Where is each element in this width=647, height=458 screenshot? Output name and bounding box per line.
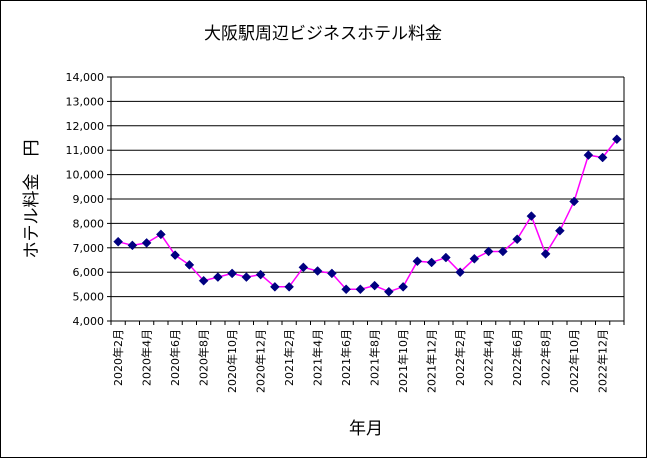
x-tick-label: 2022年10月	[567, 329, 581, 393]
data-point	[469, 253, 480, 264]
data-point	[583, 150, 594, 160]
x-tick-label: 2021年10月	[396, 329, 410, 393]
x-tick-label: 2021年2月	[282, 329, 296, 386]
data-point	[426, 257, 437, 268]
data-point	[255, 269, 266, 280]
x-tick-label: 2021年12月	[425, 329, 439, 393]
y-tick-label: 12,000	[66, 120, 105, 133]
x-tick-label: 2021年6月	[339, 329, 353, 386]
data-point	[284, 281, 294, 292]
data-point	[498, 246, 508, 257]
data-point	[555, 225, 565, 236]
data-point	[241, 272, 252, 282]
data-point	[113, 236, 123, 247]
x-axis-title: 年月	[349, 419, 383, 439]
data-point	[341, 284, 351, 295]
data-point	[198, 275, 209, 286]
data-point	[355, 284, 366, 295]
y-tick-label: 5,000	[73, 291, 105, 304]
data-point	[156, 229, 166, 240]
y-tick-label: 8,000	[73, 217, 105, 230]
y-tick-label: 11,000	[66, 144, 105, 157]
data-point	[569, 196, 579, 207]
data-point	[312, 266, 323, 276]
data-point	[612, 134, 622, 145]
data-point	[455, 267, 465, 278]
data-point	[412, 256, 423, 267]
y-tick-label: 6,000	[73, 266, 105, 279]
data-point	[369, 280, 380, 291]
x-tick-label: 2022年2月	[453, 329, 467, 386]
x-tick-label: 2020年8月	[197, 329, 211, 386]
x-tick-label: 2022年6月	[510, 329, 524, 386]
gridlines	[111, 76, 624, 322]
data-series	[113, 134, 622, 297]
data-point	[227, 268, 237, 279]
data-point	[441, 252, 451, 263]
data-point	[141, 238, 152, 248]
data-point	[127, 240, 138, 251]
x-tick-label: 2020年4月	[140, 329, 154, 386]
x-tick-labels: 2020年2月 2020年4月 2020年6月 2020年8月 2020年10月 2020…	[111, 329, 610, 393]
data-point	[540, 249, 551, 259]
x-tick-label: 2022年8月	[539, 329, 553, 386]
y-tick-labels: 4,000 5,000 6,000 7,000 8,000 9,000 10,000 11,0…	[66, 71, 105, 328]
axes	[107, 76, 625, 325]
data-point	[184, 260, 195, 270]
data-point	[327, 268, 337, 279]
y-axis-title: ホテル料金 円	[22, 140, 42, 259]
x-tick-label: 2020年2月	[111, 329, 125, 386]
data-point	[170, 250, 180, 260]
y-tick-label: 4,000	[73, 315, 105, 328]
x-tick-label: 2020年10月	[225, 329, 239, 393]
x-tick-label: 2021年4月	[311, 329, 325, 386]
y-tick-label: 14,000	[66, 71, 105, 84]
y-tick-label: 13,000	[66, 95, 105, 108]
chart-title: 大阪駅周辺ビジネスホテル料金	[204, 24, 442, 44]
x-tick-label: 2022年12月	[596, 329, 610, 393]
x-tick-label: 2021年8月	[368, 329, 382, 386]
data-point	[298, 262, 309, 273]
x-tick-label: 2020年6月	[168, 329, 182, 386]
series-line	[117, 138, 618, 293]
y-tick-label: 10,000	[66, 169, 105, 182]
data-point	[597, 152, 608, 163]
x-tick-label: 2022年4月	[482, 329, 496, 386]
y-tick-label: 9,000	[73, 193, 105, 206]
data-point	[526, 211, 537, 221]
y-tick-label: 7,000	[73, 242, 105, 255]
x-tick-label: 2020年12月	[254, 329, 268, 393]
data-point	[512, 234, 522, 245]
data-point	[213, 272, 223, 282]
data-point	[270, 281, 280, 292]
data-point	[384, 286, 394, 297]
data-point	[483, 246, 494, 257]
data-point	[398, 281, 408, 292]
